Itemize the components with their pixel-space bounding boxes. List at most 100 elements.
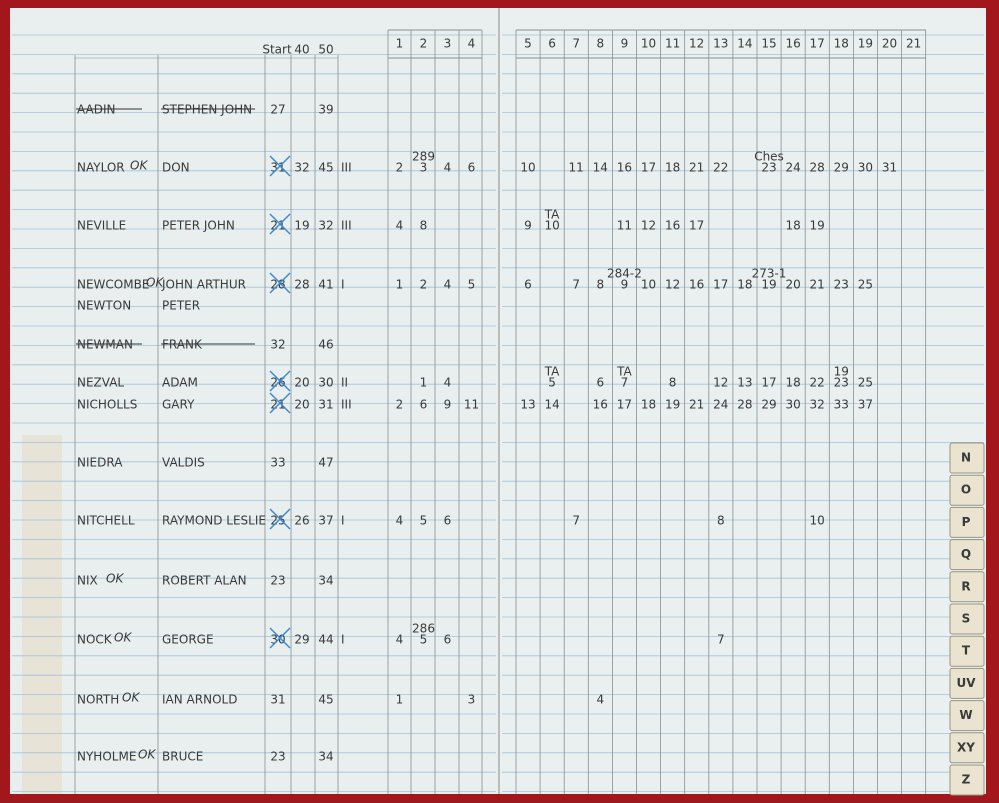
cell-entry: 33 [834,398,849,412]
rules [12,29,984,794]
index-tab [949,571,985,603]
cell-entry: 4 [444,376,452,390]
cell-entry: 7 [572,514,580,528]
cell-entry: 6 [444,514,452,528]
score-50: 39 [318,103,333,117]
index-tab-label: O [961,483,971,497]
score-50: 46 [318,338,333,352]
ok-mark: OK [130,159,148,173]
cell-entry: 4 [396,514,404,528]
cell-entry: 28 [810,161,825,175]
cell-entry: 19 [665,398,680,412]
index-tab [949,635,985,667]
score-40: 28 [294,278,309,292]
column-number: 11 [665,37,680,51]
cell-note: TA [544,365,560,379]
cell-entry: 7 [572,278,580,292]
surname: NOCK [77,633,113,647]
cell-entry: 14 [544,398,559,412]
index-tab-label: W [959,708,972,722]
index-tab-label: P [962,515,971,529]
content: Start 40 50 1 2 3 4 5 6 7 8 9 10 11 12 13 14 15 16 17 18 19 20… [76,37,985,796]
cross [269,392,291,414]
cell-entry: 14 [593,161,608,175]
ok-mark: OK [106,572,124,586]
cell-entry: 3 [420,161,428,175]
cross [269,272,291,294]
cell-entry: 19 [810,219,825,233]
cell-entry: 5 [420,514,428,528]
surname: NEWCOMBE [77,278,149,292]
given-names: DON [162,161,190,175]
cell-entry: 23 [834,278,849,292]
index-tab [949,764,985,796]
given-names: GEORGE [162,633,214,647]
cell-entry: 20 [785,278,800,292]
column-number: 9 [621,37,629,51]
ok-mark: OK [146,276,164,290]
cell-entry: 10 [641,278,656,292]
column-number: 8 [596,37,604,51]
given-names: ADAM [162,376,198,390]
cell-entry: 5 [548,376,556,390]
column-number: 12 [689,37,704,51]
score-50: 32 [318,219,333,233]
given-names: PETER JOHN [162,219,235,233]
tally: III [341,161,352,175]
cell-entry: 28 [737,398,752,412]
index-tab-label: UV [956,676,976,690]
column-number: 16 [785,37,800,51]
index-tab [949,603,985,635]
cell-entry: 8 [669,376,677,390]
cell-entry: 16 [665,219,680,233]
score-50: 30 [318,376,333,390]
surname: NAYLOR [77,161,125,175]
start: 27 [270,103,285,117]
cell-entry: 10 [544,219,559,233]
cell-entry: 9 [621,278,629,292]
surname: NIEDRA [77,456,123,470]
column-number: 6 [548,37,556,51]
index-tab-label: XY [957,740,975,754]
cell-entry: 12 [713,376,728,390]
index-tab [949,506,985,538]
ok-mark: OK [122,691,140,705]
cell-entry: 21 [689,398,704,412]
cell-entry: 6 [596,376,604,390]
cell-entry: 17 [617,398,632,412]
score-50: 47 [318,456,333,470]
tally: III [341,219,352,233]
cell-entry: 21 [810,278,825,292]
cell-entry: 13 [520,398,535,412]
column-number: 13 [713,37,728,51]
start: 23 [270,574,285,588]
cell-entry: 24 [785,161,800,175]
score-40: 20 [294,398,309,412]
column-number: 7 [572,37,580,51]
index-tab-label: T [962,644,971,658]
column-number: 18 [834,37,849,51]
cross [269,370,291,392]
column-number: 14 [737,37,752,51]
score-50: 45 [318,161,333,175]
index-tab [949,539,985,571]
score-40: 19 [294,219,309,233]
cell-entry: 10 [520,161,535,175]
cross [269,627,291,649]
column-header: 50 [318,43,333,57]
cell-entry: 22 [713,161,728,175]
cell-entry: 6 [524,278,532,292]
cell-entry: 1 [396,278,404,292]
cell-entry: 18 [641,398,656,412]
column-number: 4 [468,37,476,51]
cell-note: 284-2 [607,267,642,281]
cell-entry: 17 [689,219,704,233]
cross [269,155,291,177]
ok-mark: OK [114,631,132,645]
cell-entry: 4 [444,278,452,292]
column-number: 1 [396,37,404,51]
cell-entry: 8 [717,514,725,528]
cell-entry: 10 [810,514,825,528]
column-number: 2 [420,37,428,51]
cell-entry: 4 [396,219,404,233]
